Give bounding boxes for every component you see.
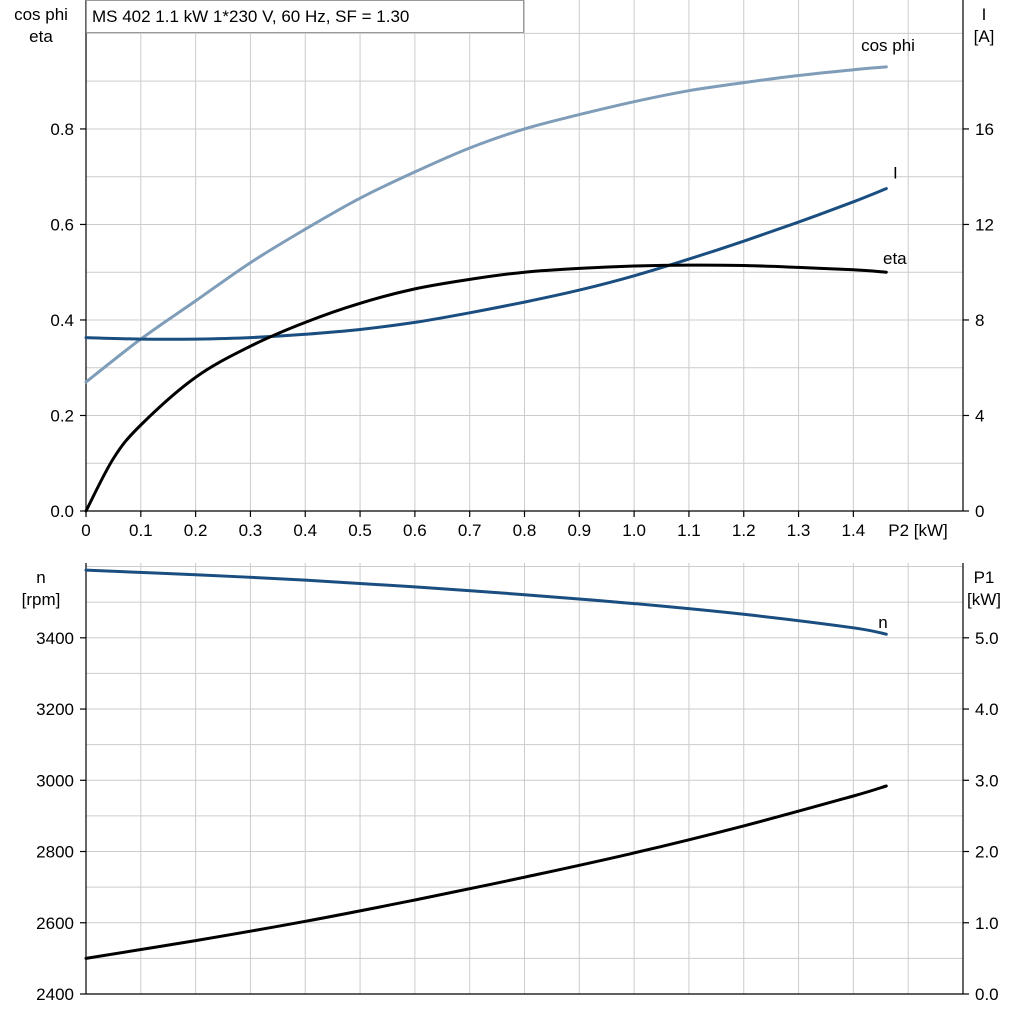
right-tick-label: 3.0 — [975, 771, 999, 790]
n-series-line — [84, 568, 888, 636]
x-tick-label: 0.7 — [458, 521, 482, 540]
cos-phi-series-line — [84, 65, 888, 384]
left-tick-label: 2600 — [36, 914, 74, 933]
left-axis-title: eta — [29, 27, 53, 46]
chart-title: MS 402 1.1 kW 1*230 V, 60 Hz, SF = 1.30 — [92, 7, 409, 26]
x-tick-label: 1.0 — [622, 521, 646, 540]
i-series-line — [84, 187, 888, 341]
left-axis-title: n — [36, 568, 45, 587]
series-label-cos-phi: cos phi — [861, 36, 915, 55]
right-tick-label: 4.0 — [975, 700, 999, 719]
left-tick-label: 3000 — [36, 771, 74, 790]
series-label-i: I — [893, 164, 898, 183]
left-tick-label: 0.6 — [50, 215, 74, 234]
right-tick-label: 1.0 — [975, 914, 999, 933]
left-tick-label: 0.2 — [50, 406, 74, 425]
right-axis-title: I — [982, 5, 987, 24]
left-axis-title: cos phi — [14, 5, 68, 24]
right-axis-title: [A] — [974, 27, 995, 46]
x-tick-label: 1.2 — [732, 521, 756, 540]
left-tick-label: 0.8 — [50, 120, 74, 139]
x-tick-label: 0.3 — [239, 521, 263, 540]
x-tick-label: 1.3 — [787, 521, 811, 540]
x-tick-label: 0.4 — [293, 521, 317, 540]
right-tick-label: 2.0 — [975, 843, 999, 862]
right-tick-label: 8 — [975, 311, 984, 330]
p1-series-line — [84, 784, 888, 960]
left-tick-label: 2400 — [36, 985, 74, 1004]
x-tick-label: 0.5 — [348, 521, 372, 540]
right-tick-label: 12 — [975, 215, 994, 234]
x-tick-label: 1.4 — [842, 521, 866, 540]
right-tick-label: 16 — [975, 120, 994, 139]
left-axis-title: [rpm] — [22, 590, 61, 609]
left-tick-label: 3400 — [36, 629, 74, 648]
right-axis-title: P1 — [974, 568, 995, 587]
x-tick-label: 0.9 — [567, 521, 591, 540]
x-tick-label: 0.6 — [403, 521, 427, 540]
right-tick-label: 5.0 — [975, 629, 999, 648]
right-tick-label: 4 — [975, 406, 984, 425]
left-tick-label: 0.0 — [50, 502, 74, 521]
x-tick-label: 1.1 — [677, 521, 701, 540]
right-axis-title: [kW] — [967, 590, 1001, 609]
right-tick-label: 0.0 — [975, 985, 999, 1004]
right-tick-label: 0 — [975, 502, 984, 521]
x-tick-label: 0.8 — [513, 521, 537, 540]
x-tick-label: 0 — [81, 521, 90, 540]
series-label-n: n — [878, 613, 887, 632]
left-tick-label: 3200 — [36, 700, 74, 719]
left-tick-label: 2800 — [36, 843, 74, 862]
x-tick-label: 0.1 — [129, 521, 153, 540]
title-box — [86, 0, 524, 33]
series-label-eta: eta — [883, 249, 907, 268]
eta-series-line — [84, 263, 888, 513]
left-tick-label: 0.4 — [50, 311, 74, 330]
x-axis-title: P2 [kW] — [888, 521, 948, 540]
x-tick-label: 0.2 — [184, 521, 208, 540]
